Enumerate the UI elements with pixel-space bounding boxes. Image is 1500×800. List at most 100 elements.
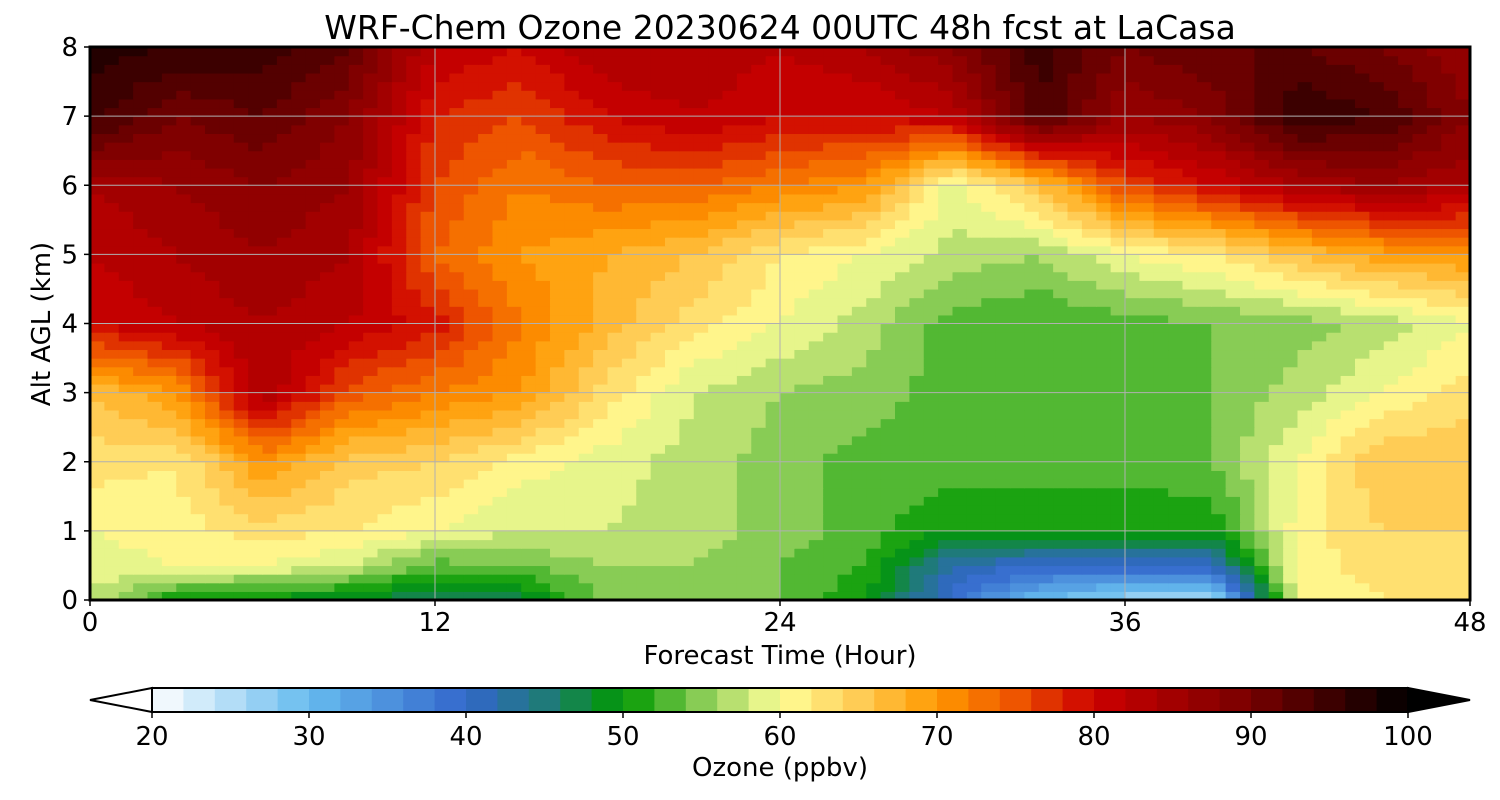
heatmap-cell — [679, 254, 695, 264]
heatmap-cell — [1326, 150, 1342, 160]
heatmap-cell — [995, 401, 1011, 411]
heatmap-cell — [1254, 219, 1270, 230]
heatmap-cell — [205, 504, 220, 515]
heatmap-cell — [1211, 349, 1227, 359]
heatmap-cell — [1182, 435, 1198, 446]
heatmap-cell — [923, 409, 939, 420]
heatmap-cell — [1297, 444, 1313, 454]
heatmap-cell — [1355, 496, 1370, 506]
heatmap-cell — [1125, 375, 1140, 385]
heatmap-cell — [765, 504, 781, 515]
heatmap-cell — [1196, 219, 1212, 230]
heatmap-cell — [1455, 358, 1471, 368]
heatmap-cell — [823, 150, 839, 160]
heatmap-cell — [895, 340, 910, 351]
heatmap-cell — [665, 193, 680, 204]
heatmap-cell — [981, 565, 997, 575]
heatmap-cell — [1412, 237, 1428, 247]
heatmap-cell — [363, 522, 379, 532]
heatmap-cell — [1053, 383, 1069, 394]
heatmap-cell — [650, 435, 666, 446]
heatmap-cell — [736, 383, 752, 394]
heatmap-cell — [291, 332, 307, 342]
heatmap-cell — [1125, 193, 1140, 204]
heatmap-cell — [564, 167, 580, 178]
heatmap-cell — [420, 176, 436, 186]
heatmap-cell — [420, 582, 436, 592]
heatmap-cell — [1168, 254, 1184, 264]
heatmap-cell — [233, 392, 249, 402]
heatmap-cell — [981, 479, 997, 489]
heatmap-cell — [837, 167, 853, 178]
heatmap-cell — [1426, 340, 1442, 351]
heatmap-cell — [895, 219, 910, 230]
heatmap-cell — [823, 522, 839, 532]
heatmap-cell — [808, 193, 824, 204]
heatmap-cell — [449, 254, 465, 264]
heatmap-cell — [708, 470, 724, 480]
heatmap-cell — [248, 470, 264, 480]
heatmap-cell — [176, 427, 192, 437]
heatmap-cell — [1426, 574, 1442, 584]
heatmap-cell — [1110, 479, 1126, 489]
heatmap-cell — [449, 288, 465, 299]
heatmap-cell — [981, 375, 997, 385]
heatmap-cell — [133, 444, 149, 454]
heatmap-cell — [1355, 297, 1370, 307]
heatmap-cell — [909, 340, 925, 351]
heatmap-cell — [1225, 591, 1241, 601]
heatmap-cell — [377, 530, 393, 541]
heatmap-cell — [133, 280, 149, 290]
heatmap-cell — [535, 332, 551, 342]
heatmap-cell — [679, 332, 695, 342]
heatmap-cell — [291, 159, 307, 169]
heatmap-cell — [420, 340, 436, 351]
heatmap-cell — [190, 280, 206, 290]
heatmap-cell — [981, 219, 997, 230]
heatmap-cell — [765, 444, 781, 454]
heatmap-cell — [1311, 479, 1327, 489]
heatmap-cell — [1326, 409, 1342, 420]
heatmap-cell — [923, 418, 939, 428]
heatmap-cell — [133, 487, 149, 497]
heatmap-cell — [478, 237, 494, 247]
heatmap-cell — [262, 504, 278, 515]
heatmap-cell — [90, 435, 105, 446]
heatmap-cell — [1211, 211, 1227, 221]
heatmap-cell — [1211, 548, 1227, 558]
heatmap-cell — [593, 271, 609, 281]
heatmap-cell — [1268, 582, 1284, 592]
heatmap-cell — [1081, 159, 1097, 169]
heatmap-cell — [981, 522, 997, 532]
heatmap-cell — [449, 504, 465, 515]
heatmap-cell — [1441, 185, 1457, 195]
heatmap-cell — [104, 504, 120, 515]
heatmap-cell — [708, 159, 724, 169]
heatmap-cell — [1125, 383, 1140, 394]
heatmap-cell — [995, 383, 1011, 394]
heatmap-cell — [1067, 211, 1083, 221]
heatmap-cell — [1455, 159, 1471, 169]
heatmap-cell — [1081, 271, 1097, 281]
heatmap-cell — [693, 314, 709, 325]
heatmap-cell — [506, 340, 522, 351]
heatmap-cell — [205, 211, 220, 221]
heatmap-cell — [837, 539, 853, 549]
heatmap-cell — [363, 263, 379, 273]
heatmap-cell — [808, 470, 824, 480]
heatmap-cell — [1240, 409, 1255, 420]
heatmap-cell — [262, 228, 278, 238]
heatmap-cell — [952, 358, 968, 368]
heatmap-cell — [463, 332, 479, 342]
heatmap-cell — [650, 314, 666, 325]
heatmap-cell — [823, 496, 839, 506]
heatmap-cell — [305, 288, 321, 299]
heatmap-cell — [1340, 479, 1356, 489]
heatmap-cell — [1196, 435, 1212, 446]
heatmap-cell — [880, 271, 896, 281]
heatmap-cell — [219, 176, 235, 186]
heatmap-cell — [1455, 323, 1471, 333]
heatmap-cell — [564, 591, 580, 601]
heatmap-cell — [190, 522, 206, 532]
heatmap-cell — [1441, 323, 1457, 333]
